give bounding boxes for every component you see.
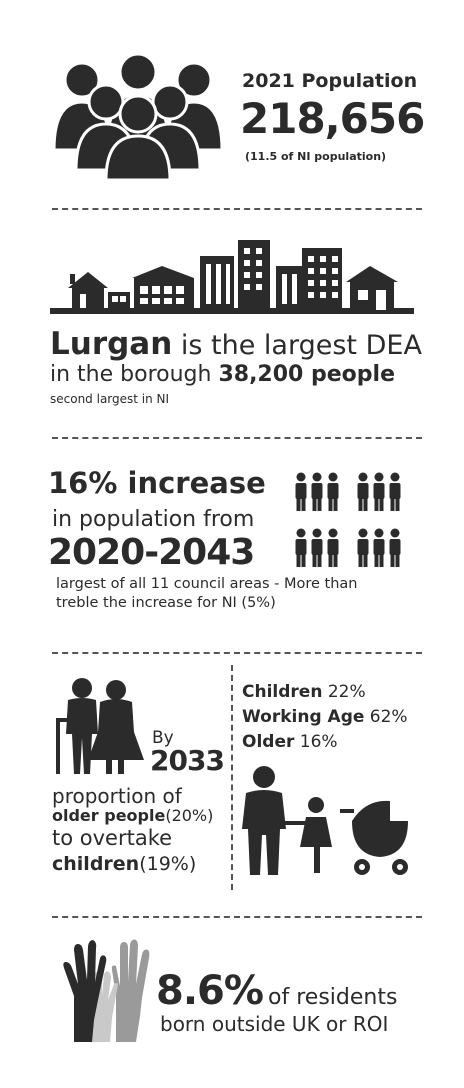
dea-town: Lurgan [50, 326, 173, 362]
ageing-line2: older people(20%) [52, 806, 213, 825]
vertical-divider [231, 665, 233, 890]
age-group-older: Older 16% [242, 732, 338, 752]
age-group-value: 22% [327, 682, 366, 702]
people-group-icon [52, 52, 224, 182]
ageing-line4: children(19%) [52, 853, 196, 875]
ageing-line3: to overtake [52, 826, 173, 850]
ageing-older-pct: (20%) [165, 806, 214, 825]
divider [52, 916, 422, 918]
family-pram-icon [242, 766, 408, 875]
birthplace-line1-rest: of residents [268, 985, 398, 1010]
age-group-working: Working Age 62% [242, 707, 408, 727]
age-group-label: Older [242, 732, 295, 752]
dea-line1: Lurgan is the largest DEA [50, 326, 422, 362]
growth-years: 2020-2043 [48, 532, 255, 573]
dea-people: 38,200 people [218, 362, 396, 387]
ageing-year: 2033 [150, 744, 225, 777]
elderly-couple-icon [56, 678, 144, 774]
divider [52, 208, 422, 210]
growth-note-2: treble the increase for NI (5%) [56, 595, 276, 611]
growth-headline: 16% increase [48, 466, 266, 500]
age-group-label: Working Age [242, 707, 365, 727]
divider [52, 437, 422, 439]
dea-line3: second largest in NI [50, 392, 170, 406]
ageing-older-people: older people [52, 806, 166, 825]
ageing-line1: proportion of [52, 784, 182, 808]
age-group-children: Children 22% [242, 682, 366, 702]
dea-line2-a: in the borough [50, 362, 212, 387]
growth-note-1: largest of all 11 council areas - More t… [56, 576, 358, 592]
population-heading: 2021 Population [242, 70, 418, 92]
person-grid-icon [295, 472, 401, 567]
birthplace-line1: 8.6% of residents [156, 968, 397, 1014]
birthplace-line2: born outside UK or ROI [160, 1012, 389, 1036]
ageing-children: children [52, 853, 140, 875]
age-group-value: 16% [299, 732, 338, 752]
dea-line1-rest: is the largest DEA [180, 330, 422, 361]
ageing-by: By [152, 728, 174, 748]
ageing-children-pct: (19%) [139, 853, 197, 875]
population-note: (11.5 of NI population) [245, 150, 387, 163]
divider [52, 652, 422, 654]
dea-line2: in the borough 38,200 people [50, 362, 395, 387]
growth-line2: in population from [52, 507, 255, 532]
birthplace-percent: 8.6% [156, 968, 264, 1014]
skyline-icon [50, 240, 414, 314]
age-group-value: 62% [369, 707, 408, 727]
population-value: 218,656 [240, 94, 425, 143]
raised-hands-icon [63, 939, 150, 1042]
age-group-label: Children [242, 682, 323, 702]
